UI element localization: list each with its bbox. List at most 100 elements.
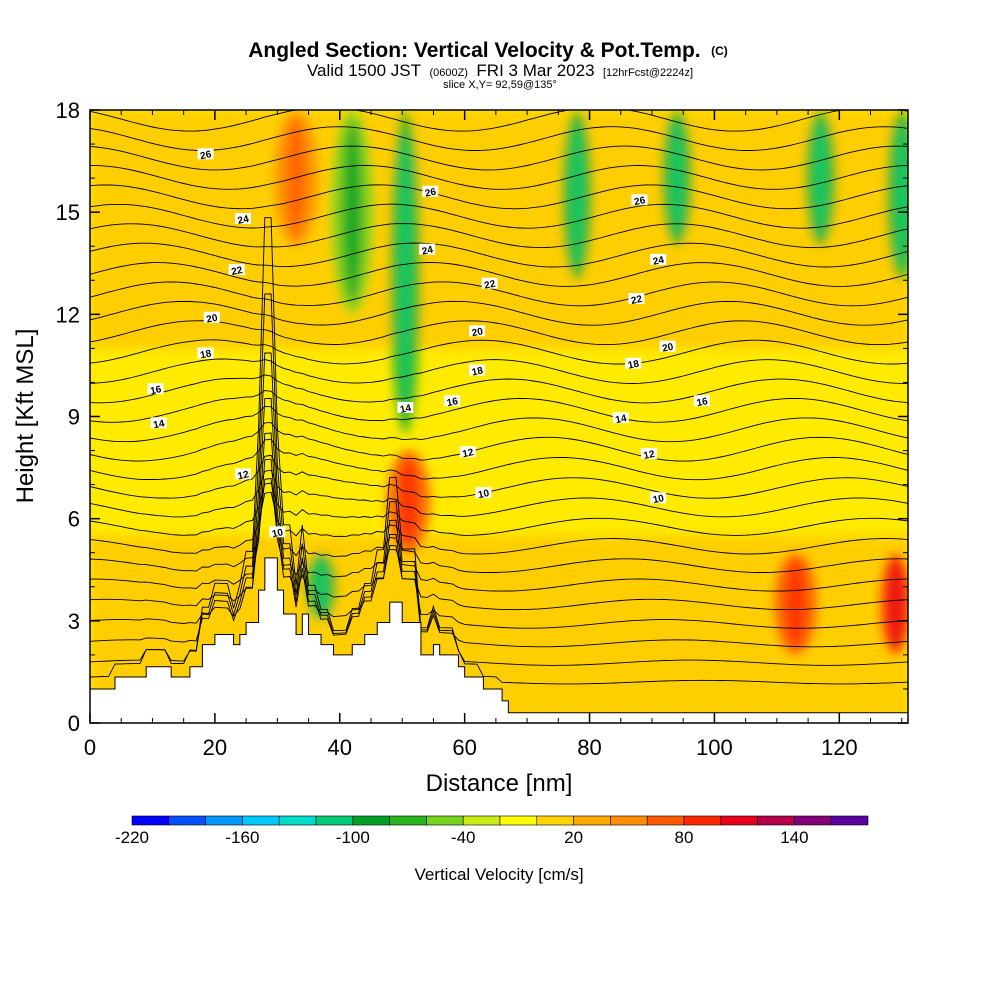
velocity-band — [90, 110, 908, 349]
contour-label-box — [628, 293, 645, 305]
isentrope-line — [90, 145, 908, 171]
velocity-feature-core — [342, 123, 363, 302]
contour-label-box — [650, 492, 667, 504]
contour-label-box — [659, 340, 676, 352]
colorbar-swatch — [573, 815, 611, 826]
isentrope-line — [90, 477, 908, 573]
isentrope-line — [90, 293, 908, 666]
contour-label-box — [612, 412, 629, 424]
contour-label: 16 — [444, 395, 461, 409]
isentrope-line — [90, 454, 908, 499]
contour-label-box — [150, 417, 167, 429]
velocity-feature-core — [398, 457, 419, 547]
colorbar-swatch — [757, 815, 795, 826]
contour-label: 12 — [234, 468, 251, 482]
contour-label-text: 10 — [477, 488, 491, 501]
contour-label: 12 — [640, 447, 657, 462]
contour-label-box — [397, 401, 414, 413]
colorbar-swatch — [131, 815, 170, 826]
contour-label: 22 — [228, 264, 245, 278]
y-tick-label: 0 — [68, 711, 80, 736]
contour-label: 26 — [422, 185, 439, 200]
contour-label-text: 26 — [424, 187, 438, 200]
contour-label: 10 — [475, 487, 492, 501]
isentrope-line — [90, 406, 908, 443]
contour-label-box — [469, 325, 486, 337]
contour-label-text: 14 — [399, 403, 413, 416]
contour-label-text: 18 — [471, 365, 485, 378]
contour-label: 24 — [650, 253, 667, 268]
isentrope-line — [90, 458, 908, 592]
contour-label: 12 — [459, 446, 476, 460]
contour-label: 16 — [693, 395, 710, 409]
contour-label-text: 26 — [199, 149, 213, 162]
isentrope-line — [90, 165, 908, 190]
potential-temperature-contours — [90, 110, 908, 685]
colorbar-swatch — [536, 815, 574, 826]
y-tick-label: 18 — [56, 98, 80, 123]
x-tick-label: 40 — [328, 735, 352, 760]
isentrope-line — [90, 281, 908, 307]
y-tick-label: 6 — [68, 507, 80, 532]
contour-label-box — [197, 347, 214, 359]
chart-subtitle: Valid 1500 JST (0600Z) FRI 3 Mar 2023 [1… — [307, 61, 693, 80]
contour-label-text: 24 — [237, 214, 251, 227]
slice-info: slice X,Y= 92,59@135° — [443, 79, 557, 91]
terrain — [90, 557, 908, 723]
colorbar-swatch — [242, 815, 280, 826]
x-tick-label: 20 — [203, 735, 227, 760]
colorbar-swatch — [720, 815, 758, 826]
contour-label-box — [234, 468, 251, 480]
colorbar-tick-label: 140 — [780, 828, 808, 847]
contour-label-box — [469, 364, 486, 376]
isentrope-line — [90, 126, 908, 151]
contour-label-text: 12 — [643, 449, 657, 462]
colorbar-swatch — [205, 815, 243, 826]
contour-label-text: 16 — [696, 396, 710, 409]
colorbar-tick-label: -160 — [225, 828, 259, 847]
contour-label-text: 10 — [271, 527, 285, 540]
velocity-feature-core — [785, 559, 806, 649]
velocity-feature-core — [813, 118, 828, 238]
contour-label-text: 22 — [483, 279, 497, 292]
velocity-feature-core — [569, 121, 585, 270]
contour-label-box — [269, 526, 286, 538]
velocity-feature-core — [669, 118, 685, 238]
colorbar-swatch — [499, 815, 538, 826]
isentrope-line — [90, 300, 908, 326]
contour-label-box — [419, 243, 436, 255]
contour-label-text: 14 — [152, 418, 166, 431]
colorbar-swatch — [278, 815, 317, 826]
contour-label: 26 — [631, 194, 648, 208]
isentrope-line — [90, 203, 908, 229]
isentrope-line — [90, 390, 908, 423]
contour-label-text: 18 — [199, 348, 213, 361]
contour-label: 24 — [234, 212, 251, 227]
velocity-field — [90, 110, 908, 723]
colorbar-swatch — [426, 815, 464, 826]
contour-label-box — [481, 277, 498, 289]
isentrope-line — [90, 358, 908, 384]
velocity-feature-core — [398, 131, 413, 413]
colorbar-tick-label: -220 — [115, 828, 149, 847]
colorbar-tick-labels: -220 -160 -100 -40 20 80 140 — [115, 828, 809, 847]
contour-label-box — [147, 383, 164, 395]
y-tick-label: 12 — [56, 302, 80, 327]
contour-label-box — [197, 148, 214, 160]
contour-label-box — [459, 446, 476, 458]
contour-label-text: 24 — [652, 255, 666, 268]
colorbar — [131, 815, 869, 826]
isentrope-line — [90, 352, 908, 648]
contour-label-box — [625, 357, 642, 369]
x-tick-label: 120 — [821, 735, 858, 760]
contour-label: 14 — [612, 412, 629, 426]
isentrope-line — [90, 482, 908, 536]
contour-label: 16 — [147, 383, 164, 397]
isentrope-line — [90, 320, 908, 346]
contour-label-text: 12 — [462, 447, 476, 460]
contour-label-box — [693, 395, 710, 407]
contour-label: 24 — [419, 243, 436, 258]
contour-label-text: 22 — [230, 265, 244, 278]
contour-label-box — [631, 194, 648, 206]
x-axis-label: Distance [nm] — [426, 770, 573, 797]
